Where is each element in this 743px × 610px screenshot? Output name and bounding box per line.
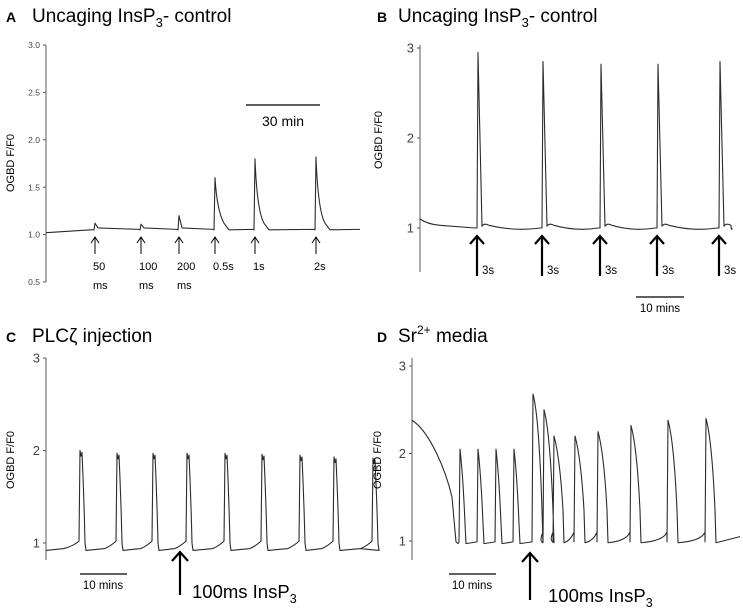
stimulus-label: 1s [253, 261, 265, 273]
panel-a-y-ticks: 3.0 2.5 2.0 1.5 1.0 0.5 [28, 40, 46, 287]
stimulus-label-unit: ms [93, 280, 108, 292]
panel-b-y-ticks: 3 2 1 [407, 41, 420, 236]
panel-c-arrow [171, 550, 189, 595]
panel-b-tick-label: 1 [407, 221, 414, 236]
panel-c-y-ticks: 3 2 1 [33, 351, 46, 551]
panel-d-y-ticks: 3 2 1 [399, 359, 412, 549]
stimulus-arrowhead [250, 236, 260, 244]
panel-c-trace [45, 449, 380, 551]
panel-d-trace [411, 393, 741, 545]
panel-d: D Sr2+ media 3 2 1 OGBD F/F0 10 mins 100ms… [372, 323, 741, 610]
stimulus-label: 3s [547, 265, 559, 277]
panel-b-letter: B [377, 9, 387, 25]
arrow-head [521, 551, 539, 563]
stimulus-label: 3s [724, 265, 736, 277]
stimulus-arrowhead [136, 236, 146, 244]
panel-a-ylabel: OGBD F/F0 [5, 134, 17, 192]
panel-a-tick-label: 2.5 [28, 87, 40, 97]
panel-d-scalebar-label: 10 mins [452, 580, 493, 592]
stimulus-label: 50 [93, 261, 105, 273]
panel-a-tick-label: 1.0 [28, 230, 40, 240]
stimulus-arrowhead [469, 234, 485, 245]
panel-b: B Uncaging InsP3- control 321 OGBD F/F0 … [373, 6, 736, 315]
panel-b-trace [419, 51, 733, 230]
panel-a-tick-label: 0.5 [28, 277, 40, 287]
stimulus-label: 2s [314, 261, 326, 273]
stimulus-arrowhead [174, 236, 184, 244]
stimulus-label: 100 [139, 261, 157, 273]
panel-a-letter: A [6, 9, 16, 25]
panel-a-tick-label: 1.5 [28, 182, 40, 192]
panel-b-stimuli: 3s 3s 3s 3s 3s [469, 234, 736, 277]
panel-a-stimuli: 50 ms 100 ms 200 ms 0.5s 1s 2s [90, 236, 326, 292]
panel-c-letter: C [6, 329, 16, 345]
panel-c-scalebar-label: 10 mins [83, 580, 124, 592]
stimulus-arrowhead [592, 234, 608, 245]
stimulus-arrowhead [311, 236, 321, 244]
stimulus-label: 3s [605, 265, 617, 277]
panel-d-title: Sr2+ media [398, 323, 488, 347]
panel-a-tick-label: 2.0 [28, 135, 40, 145]
panel-b-ylabel: OGBD F/F0 [373, 111, 385, 169]
stimulus-arrowhead [210, 236, 220, 244]
panel-a-scalebar-label: 30 min [262, 113, 304, 129]
panel-c-tick-label: 2 [33, 443, 40, 458]
arrow-head [171, 550, 189, 562]
stimulus-label: 0.5s [213, 261, 234, 273]
stimulus-arrowhead [711, 234, 727, 245]
panel-d-letter: D [377, 329, 387, 345]
panel-c: C PLCζ injection 3 2 1 OGBD F/F0 10 mins 1… [5, 326, 380, 606]
panel-c-arrow-label: 100ms InsP3 [192, 581, 297, 606]
panel-a-trace [45, 156, 361, 234]
panel-b-tick-label: 3 [407, 41, 414, 56]
panel-d-ylabel: OGBD F/F0 [372, 431, 384, 489]
panel-c-tick-label: 1 [33, 536, 40, 551]
panel-a-title: Uncaging InsP3- control [32, 6, 231, 30]
stimulus-label-unit: ms [177, 280, 192, 292]
stimulus-arrowhead [649, 234, 665, 245]
panel-b-title: Uncaging InsP3- control [398, 6, 597, 30]
stimulus-arrowhead [534, 234, 550, 245]
panel-c-tick-label: 3 [33, 351, 40, 366]
panel-a: A Uncaging InsP3- control 3.0 2.5 2.0 1.5 1.… [5, 6, 361, 292]
panel-a-tick-label: 3.0 [28, 40, 40, 50]
panel-d-arrow [521, 551, 539, 600]
stimulus-label: 3s [662, 265, 674, 277]
panel-d-tick-label: 1 [399, 534, 406, 549]
stimulus-arrowhead [90, 236, 100, 244]
panel-b-scalebar-label: 10 mins [640, 303, 681, 315]
panel-c-title: PLCζ injection [32, 326, 152, 347]
panel-d-arrow-label: 100ms InsP3 [548, 585, 653, 610]
panel-d-tick-label: 3 [399, 359, 406, 374]
panel-c-ylabel: OGBD F/F0 [5, 431, 17, 489]
stimulus-label: 3s [482, 265, 494, 277]
panel-b-tick-label: 2 [407, 131, 414, 146]
stimulus-label-unit: ms [139, 280, 154, 292]
stimulus-label: 200 [177, 261, 195, 273]
panel-d-tick-label: 2 [399, 446, 406, 461]
